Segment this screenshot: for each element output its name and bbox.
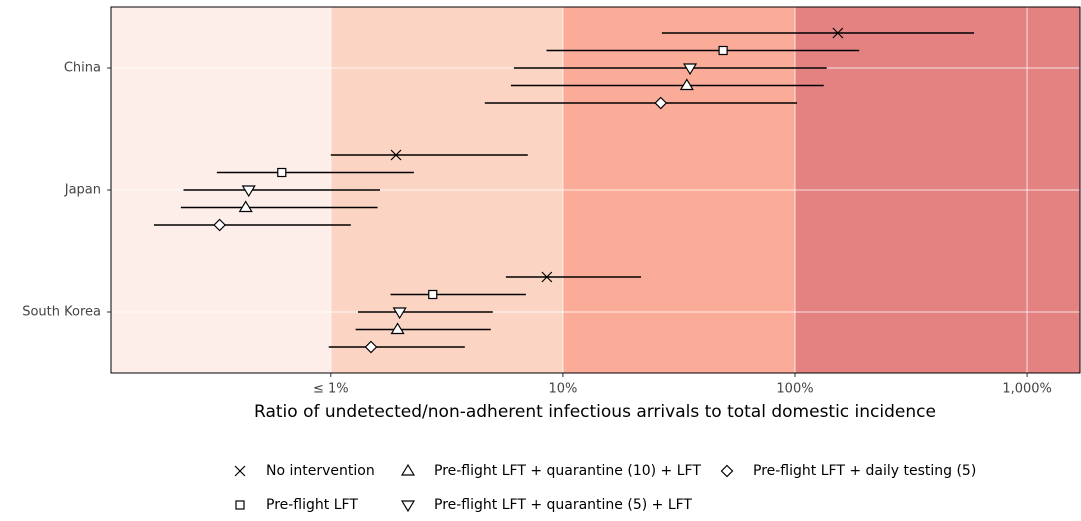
marker: [277, 167, 287, 178]
x-tick-label: 1,000%: [1002, 382, 1052, 397]
marker: [390, 322, 405, 335]
y-tick-label: South Korea: [22, 305, 101, 320]
marker: [832, 27, 844, 39]
x-tick-label: ≤ 1%: [313, 382, 349, 397]
marker: [238, 200, 253, 213]
marker: [679, 78, 694, 91]
marker: [654, 96, 668, 110]
x-tick-label: 10%: [548, 382, 577, 397]
legend-marker: [400, 463, 416, 476]
marker: [392, 307, 407, 320]
legend-marker: [234, 465, 246, 477]
y-tick-label: China: [64, 61, 101, 76]
x-axis-title: Ratio of undetected/non-adherent infecti…: [254, 402, 936, 422]
legend-label: Pre-flight LFT + daily testing (5): [753, 463, 976, 479]
marker: [390, 149, 402, 161]
legend-label: Pre-flight LFT + quarantine (5) + LFT: [434, 497, 692, 513]
plot-border: [110, 6, 1081, 374]
marker: [718, 45, 728, 56]
marker: [682, 63, 698, 76]
marker: [213, 218, 226, 232]
marker: [364, 340, 378, 354]
marker: [241, 185, 256, 198]
legend-marker: [720, 464, 734, 478]
legend-marker: [400, 500, 416, 513]
x-tick-label: 100%: [776, 382, 813, 397]
legend-marker: [235, 500, 245, 510]
marker: [428, 289, 438, 300]
legend-label: Pre-flight LFT: [266, 497, 358, 513]
legend-label: Pre-flight LFT + quarantine (10) + LFT: [434, 463, 701, 479]
y-tick-label: Japan: [64, 183, 101, 198]
legend-label: No intervention: [266, 463, 375, 479]
marker: [541, 271, 553, 283]
